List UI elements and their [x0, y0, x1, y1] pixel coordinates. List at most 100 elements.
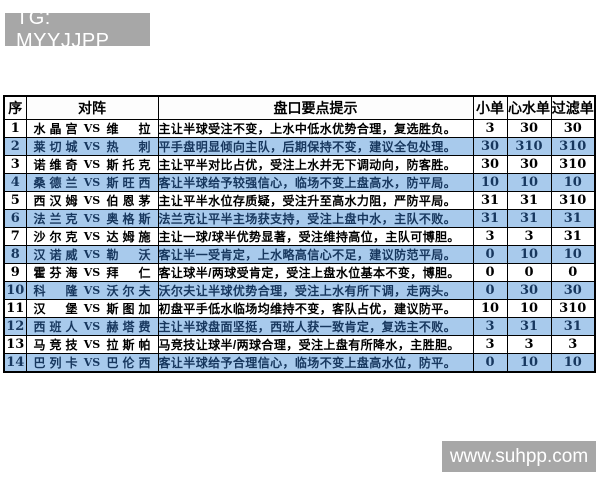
matchup-wrap: 汉诺威 VS 勒沃 [27, 246, 157, 262]
vs-label: VS [83, 157, 101, 171]
matchup-cell: 巴列卡 VS 巴伦西 [25, 352, 159, 372]
table-row: 6 法兰克 VS 奥格斯 法兰克让平半主场获支持，受注上盘中水，主队不败。 31… [3, 208, 596, 228]
row-index: 5 [3, 190, 27, 210]
away-team: 热刺 [106, 139, 151, 154]
pick-bet-cell: 10 [506, 298, 552, 318]
row-index: 3 [3, 154, 27, 174]
away-team: 斯托克 [106, 157, 151, 172]
col-header-small-bet: 小单 [472, 95, 508, 120]
matchup-wrap: 马竞技 VS 拉斯帕 [27, 336, 157, 352]
row-index: 4 [3, 172, 27, 192]
row-index: 12 [3, 316, 27, 336]
small-bet-cell: 0 [472, 280, 508, 300]
away-team: 勒沃 [106, 247, 151, 262]
table-header: 序 对阵 盘口要点提示 小单 心水单 过滤单 [3, 95, 596, 120]
matchup-cell: 西班人 VS 赫塔费 [25, 316, 159, 336]
table-row: 10 科隆 VS 沃尔夫 沃尔夫让半球优势合理，受注上水有所下调，走两头。 0 … [3, 280, 596, 300]
table-row: 13 马竞技 VS 拉斯帕 马竞技让球半/两球合理，受注上盘有所降水，主胜胆。 … [3, 334, 596, 354]
away-team: 赫塔费 [106, 319, 151, 334]
filter-bet-cell: 10 [550, 244, 596, 264]
matchup-wrap: 法兰克 VS 奥格斯 [27, 210, 157, 226]
away-team: 奥格斯 [106, 211, 151, 226]
away-team: 斯图加 [106, 301, 151, 316]
tip-cell: 主让一球/球半优势显著，受注维持高位，主队可博胆。 [157, 226, 474, 246]
row-index: 8 [3, 244, 27, 264]
home-team: 汉诺威 [33, 247, 78, 262]
filter-bet-cell: 310 [550, 190, 596, 210]
row-index: 11 [3, 298, 27, 318]
filter-bet-cell: 310 [550, 298, 596, 318]
vs-label: VS [83, 301, 101, 315]
col-header-filter-bet: 过滤单 [550, 95, 596, 120]
vs-label: VS [83, 265, 101, 279]
away-team: 维拉 [106, 121, 151, 136]
vs-label: VS [83, 211, 101, 225]
matchup-cell: 沙尔克 VS 达姆施 [25, 226, 159, 246]
small-bet-cell: 10 [472, 172, 508, 192]
row-index: 6 [3, 208, 27, 228]
home-team: 霍芬海 [33, 265, 78, 280]
filter-bet-cell: 3 [550, 334, 596, 354]
filter-bet-cell: 10 [550, 352, 596, 372]
title-text: TG: MYYJJPP [16, 6, 110, 52]
matchup-cell: 汉堡 VS 斯图加 [25, 298, 159, 318]
away-team: 伯恩茅 [106, 193, 151, 208]
filter-bet-cell: 0 [550, 262, 596, 282]
small-bet-cell: 30 [472, 136, 508, 156]
matchup-wrap: 汉堡 VS 斯图加 [27, 300, 157, 316]
away-team: 拉斯帕 [106, 337, 151, 352]
watermark: www.suhpp.com [442, 441, 596, 472]
pick-bet-cell: 3 [506, 226, 552, 246]
filter-bet-cell: 31 [550, 208, 596, 228]
filter-bet-cell: 31 [550, 226, 596, 246]
pick-bet-cell: 10 [506, 244, 552, 264]
away-team: 达姆施 [106, 229, 151, 244]
home-team: 西汉姆 [33, 193, 78, 208]
table-row: 12 西班人 VS 赫塔费 主让半球盘面坚挺，西班人获一致肯定，复选主不败。 3… [3, 316, 596, 336]
pick-bet-cell: 31 [506, 316, 552, 336]
tip-cell: 平手盘明显倾向主队，后期保持不变，建议全包处理。 [157, 136, 474, 156]
tip-cell: 主让半球盘面坚挺，西班人获一致肯定，复选主不败。 [157, 316, 474, 336]
vs-label: VS [83, 337, 101, 351]
filter-bet-cell: 31 [550, 316, 596, 336]
pick-bet-cell: 10 [506, 172, 552, 192]
home-team: 沙尔克 [33, 229, 78, 244]
matchup-wrap: 西班人 VS 赫塔费 [27, 318, 157, 334]
table-row: 1 水晶宫 VS 维拉 主让半球受注不变，上水中低水优势合理，复选胜负。 3 3… [3, 118, 596, 138]
row-index: 9 [3, 262, 27, 282]
tip-cell: 初盘平手低水临场均维持不变，客队占优，建议防平。 [157, 298, 474, 318]
small-bet-cell: 31 [472, 208, 508, 228]
matchup-wrap: 霍芬海 VS 拜仁 [27, 264, 157, 280]
watermark-text: www.suhpp.com [449, 445, 589, 467]
small-bet-cell: 0 [472, 262, 508, 282]
col-header-pick-bet: 心水单 [506, 95, 552, 120]
filter-bet-cell: 10 [550, 172, 596, 192]
home-team: 科隆 [33, 283, 78, 298]
table-row: 7 沙尔克 VS 达姆施 主让一球/球半优势显著，受注维持高位，主队可博胆。 3… [3, 226, 596, 246]
table-row: 5 西汉姆 VS 伯恩茅 主让平半水位存质疑，受注升至高水力阻，严防平局。 31… [3, 190, 596, 210]
betting-tips-table: 序 对阵 盘口要点提示 小单 心水单 过滤单 1 水晶宫 VS 维拉 主让半球受… [3, 95, 596, 373]
tip-cell: 法兰克让平半主场获支持，受注上盘中水，主队不败。 [157, 208, 474, 228]
matchup-wrap: 水晶宫 VS 维拉 [27, 120, 157, 136]
pick-bet-cell: 10 [506, 352, 552, 372]
table-row: 8 汉诺威 VS 勒沃 客让半一受肯定，上水略高信心不足，建议防范平局。 0 1… [3, 244, 596, 264]
matchup-cell: 西汉姆 VS 伯恩茅 [25, 190, 159, 210]
matchup-wrap: 莱切城 VS 热刺 [27, 138, 157, 154]
table-body: 1 水晶宫 VS 维拉 主让半球受注不变，上水中低水优势合理，复选胜负。 3 3… [3, 118, 596, 372]
home-team: 汉堡 [33, 301, 78, 316]
vs-label: VS [83, 121, 101, 135]
tip-cell: 客让半一受肯定，上水略高信心不足，建议防范平局。 [157, 244, 474, 264]
matchup-cell: 诺维奇 VS 斯托克 [25, 154, 159, 174]
vs-label: VS [83, 139, 101, 153]
row-index: 2 [3, 136, 27, 156]
small-bet-cell: 3 [472, 226, 508, 246]
col-header-index: 序 [3, 95, 27, 120]
pick-bet-cell: 30 [506, 118, 552, 138]
small-bet-cell: 3 [472, 334, 508, 354]
vs-label: VS [83, 175, 101, 189]
small-bet-cell: 3 [472, 118, 508, 138]
home-team: 水晶宫 [33, 121, 78, 136]
small-bet-cell: 31 [472, 190, 508, 210]
row-index: 13 [3, 334, 27, 354]
tip-cell: 主让平半对比占优，受注上水并无下调动向，防客胜。 [157, 154, 474, 174]
